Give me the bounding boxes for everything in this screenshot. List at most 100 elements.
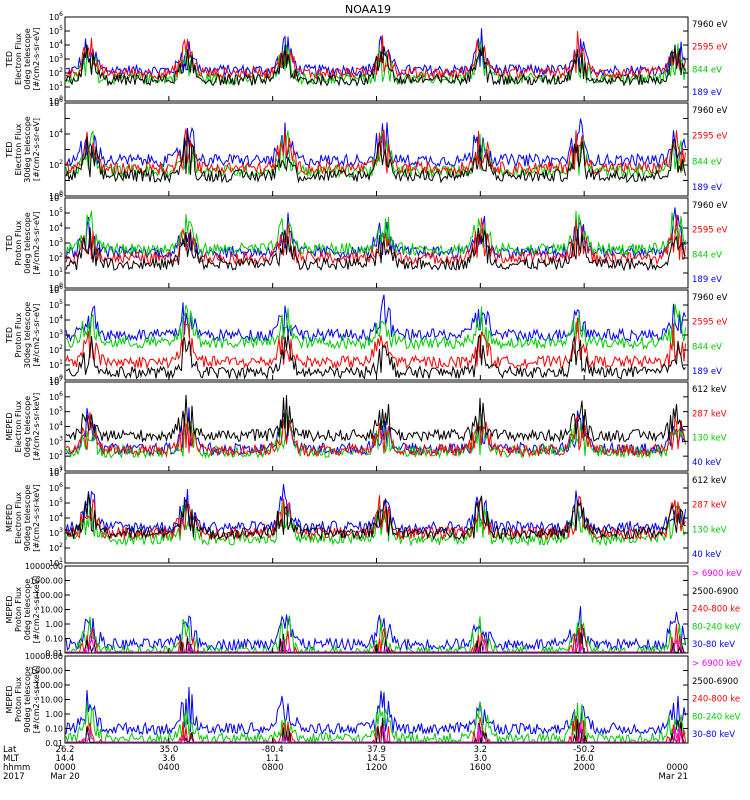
- y-tick-label: 105: [49, 406, 63, 417]
- x-axis-value: 3.6: [162, 754, 176, 764]
- legend-entry: 287 keV: [692, 501, 727, 511]
- x-axis-value: 3.0: [474, 754, 488, 764]
- y-tick-label: 104: [49, 39, 63, 50]
- x-axis-value: -80.4: [262, 745, 284, 755]
- panel-5: 101 102 103 104 105 106 107 MEPED Electron Flux 0…: [5, 376, 727, 476]
- legend-entry: 2595 eV: [692, 43, 728, 53]
- legend-entry: 612 keV: [692, 476, 727, 486]
- y-tick-label: 107: [49, 376, 63, 387]
- legend-entry: 130 keV: [692, 525, 727, 535]
- y-axis-label-line: Proton Flux: [14, 220, 23, 265]
- x-axis-value: Mar 21: [658, 772, 688, 782]
- y-axis-label-line: MEPED: [5, 504, 14, 532]
- x-axis-row-label: MLT: [3, 754, 20, 764]
- y-tick-label: 106: [49, 284, 63, 295]
- y-tick-label: 104: [49, 222, 63, 233]
- legend-entry: 287 keV: [692, 409, 727, 419]
- panel-2: 100 102 104 106 TED Electron Flux 30deg telesc…: [5, 97, 728, 201]
- y-tick-label: 1000.00: [30, 577, 63, 586]
- panel-4: 100 101 102 103 104 105 106 TED Proton Flux 30deg…: [5, 284, 728, 385]
- y-tick-label: 106: [49, 192, 63, 203]
- x-axis-value: 16.0: [575, 754, 594, 764]
- x-axis-value: 0400: [158, 763, 180, 773]
- y-tick-label: 105: [49, 207, 63, 218]
- y-tick-label: 1.00: [45, 620, 63, 629]
- series-trace-3: [65, 210, 686, 257]
- y-tick-label: 104: [49, 512, 63, 523]
- x-axis-value: 0000: [666, 763, 688, 773]
- y-tick-label: 0.10: [45, 635, 63, 644]
- x-axis-row-label: 2017: [3, 772, 25, 782]
- y-tick-label: 102: [49, 159, 63, 170]
- y-tick-label: 100: [49, 190, 63, 201]
- y-tick-label: 100: [49, 95, 63, 106]
- y-tick-label: 106: [49, 482, 63, 493]
- y-axis-label-line: [#/cm2-s-sr-eV]: [32, 303, 41, 366]
- legend-entry: 2595 eV: [692, 132, 728, 142]
- y-tick-label: 103: [49, 53, 63, 64]
- panel-frame: [64, 381, 689, 472]
- x-axis-value: 0800: [262, 763, 284, 773]
- series-trace-1: [65, 44, 686, 87]
- series-trace-2: [66, 632, 686, 655]
- y-axis-label-line: 0deg telescope: [23, 28, 32, 89]
- y-axis-label-line: MEPED: [5, 686, 14, 714]
- y-axis-label-line: Proton Flux: [14, 312, 23, 357]
- legend-entry: 2500-6900: [692, 677, 738, 687]
- legend-entry: 240-800 ke: [692, 695, 740, 705]
- y-axis-label-line: MEPED: [5, 413, 14, 441]
- series-trace-2: [65, 31, 686, 81]
- legend-entry: 2595 eV: [692, 318, 728, 328]
- y-tick-label: 101: [49, 557, 63, 568]
- x-axis-value: 14.4: [56, 754, 75, 764]
- y-axis-label-line: 30deg telescope: [23, 302, 32, 369]
- panel-7: 0.01 0.10 1.00 10.00 100.00 1000.00 10000.00 ME…: [5, 562, 742, 658]
- x-axis-value: Mar 20: [50, 772, 80, 782]
- y-tick-label: 107: [49, 467, 63, 478]
- series-trace-3: [65, 130, 686, 179]
- y-axis-label-line: Electron Flux: [14, 492, 23, 544]
- x-axis-value: 35.0: [159, 745, 178, 755]
- y-axis-label-line: 0deg telescope: [23, 396, 32, 457]
- legend-entry: 844 eV: [692, 342, 722, 352]
- y-axis-label-line: [#/cm2-s-sr-keV]: [32, 393, 41, 460]
- series-trace-2: [65, 412, 686, 459]
- legend-entry: 80-240 keV: [692, 622, 741, 632]
- series-trace-4: [65, 118, 686, 168]
- y-axis-label-line: 90deg telescope: [23, 666, 32, 733]
- y-tick-label: 0.01: [45, 649, 63, 658]
- y-axis-label-line: TED: [5, 51, 14, 68]
- y-axis-label-line: [#/cm2-s-sr-eV]: [32, 211, 41, 274]
- y-tick-label: 100.00: [35, 681, 63, 690]
- y-tick-label: 10000.00: [25, 562, 63, 571]
- series-trace-1: [65, 492, 686, 541]
- x-axis-value: 3.2: [474, 745, 488, 755]
- y-tick-label: 103: [49, 527, 63, 538]
- y-axis-label-line: [#/cm2-s-sr-eV]: [32, 27, 41, 90]
- legend-entry: 189 eV: [692, 88, 722, 98]
- y-tick-label: 103: [49, 237, 63, 248]
- y-axis-label-line: [#/cm2-s-sr-keV]: [32, 576, 41, 643]
- series-trace-1: [65, 133, 686, 184]
- y-axis-label-line: TED: [5, 141, 14, 158]
- y-axis-label-line: Electron Flux: [14, 33, 23, 85]
- x-axis-value: 14.5: [367, 754, 386, 764]
- y-axis-label-line: MEPED: [5, 596, 14, 624]
- y-tick-label: 104: [49, 128, 63, 139]
- y-tick-label: 102: [49, 542, 63, 553]
- series-trace-5: [65, 606, 686, 652]
- y-axis-label-line: Electron Flux: [14, 123, 23, 175]
- legend-entry: 7960 eV: [692, 293, 728, 303]
- series-trace-2: [65, 317, 686, 370]
- panel-6: 101 102 103 104 105 106 107 MEPED Electron Flux 9…: [5, 467, 727, 568]
- legend-entry: 189 eV: [692, 275, 722, 285]
- legend-entry: 40 keV: [692, 550, 721, 560]
- series-trace-1: [65, 394, 686, 443]
- y-tick-label: 101: [49, 359, 63, 370]
- legend-entry: 612 keV: [692, 385, 727, 395]
- y-tick-label: 0.01: [45, 739, 63, 748]
- series-trace-2: [65, 214, 686, 266]
